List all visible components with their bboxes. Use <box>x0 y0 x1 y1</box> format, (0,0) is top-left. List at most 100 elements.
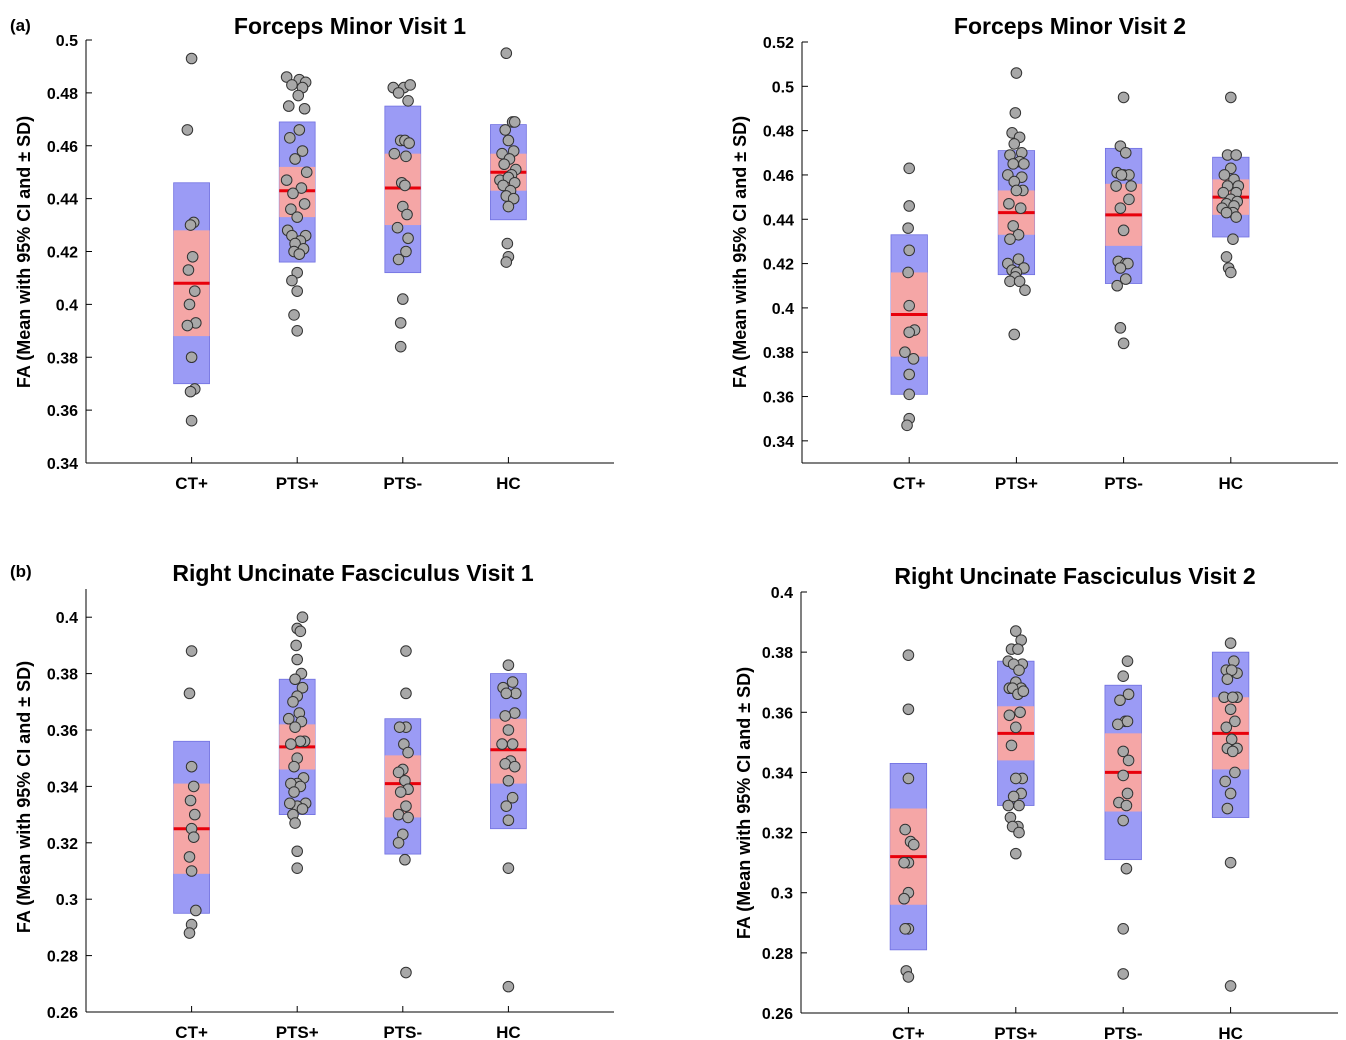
data-point <box>1010 67 1023 79</box>
data-point <box>289 721 301 733</box>
data-point <box>903 326 916 339</box>
data-point <box>499 124 512 136</box>
y-tick-label: 0.28 <box>47 949 78 966</box>
chart-title: Right Uncinate Fasciculus Visit 1 <box>172 560 533 586</box>
data-point <box>294 625 307 638</box>
data-point <box>285 738 297 750</box>
plot-area <box>890 67 1250 432</box>
data-point <box>1220 251 1233 263</box>
data-point <box>1010 184 1023 197</box>
x-tick-label: PTS- <box>383 474 422 493</box>
data-point <box>1122 754 1135 767</box>
data-point <box>388 147 401 160</box>
data-point <box>506 676 519 688</box>
y-tick-label: 0.38 <box>47 350 78 367</box>
data-point <box>282 712 295 725</box>
data-point <box>400 150 412 163</box>
data-point <box>502 814 515 827</box>
data-point <box>183 298 196 311</box>
y-tick-label: 0.26 <box>762 1006 793 1023</box>
data-point <box>291 325 304 337</box>
data-point <box>502 659 515 671</box>
data-point <box>394 786 407 798</box>
data-point <box>1224 856 1237 869</box>
data-point <box>1004 233 1016 246</box>
data-point <box>291 285 304 297</box>
panel-label-a: (a) <box>10 16 31 35</box>
data-point <box>185 52 198 65</box>
data-point <box>296 803 309 815</box>
data-point <box>296 145 309 157</box>
y-tick-label: 0.48 <box>763 124 794 141</box>
x-tick-label: PTS- <box>1104 1024 1143 1040</box>
data-point <box>185 760 198 773</box>
data-point <box>1019 284 1031 296</box>
x-tick-label: PTS+ <box>276 474 319 493</box>
data-point <box>1218 169 1231 181</box>
data-point <box>394 340 407 353</box>
data-point <box>185 645 198 657</box>
data-point <box>402 232 414 245</box>
data-point <box>1110 180 1122 192</box>
data-point <box>903 368 916 381</box>
data-point <box>508 707 521 719</box>
y-tick-label: 0.5 <box>772 79 794 96</box>
data-point <box>899 346 911 359</box>
group-hc <box>1212 91 1250 279</box>
data-point <box>298 102 311 115</box>
y-tick-label: 0.34 <box>47 456 78 473</box>
group-pts-neg <box>1104 91 1143 350</box>
data-point <box>902 649 915 661</box>
data-point <box>1117 224 1130 237</box>
data-point <box>1010 772 1022 785</box>
data-point <box>184 219 197 231</box>
data-point <box>290 639 302 652</box>
y-tick-label: 0.34 <box>47 779 78 796</box>
data-point <box>289 153 301 165</box>
data-point <box>187 831 200 843</box>
x-tick-label: HC <box>496 474 521 493</box>
data-point <box>903 244 916 257</box>
data-point <box>1229 766 1241 779</box>
data-point <box>1114 262 1127 274</box>
data-point <box>404 79 416 91</box>
data-point <box>296 611 309 624</box>
y-tick-label: 0.38 <box>763 345 794 362</box>
y-tick-label: 0.42 <box>47 245 78 262</box>
data-point <box>295 182 308 194</box>
data-point <box>400 687 412 700</box>
plot-area <box>889 625 1250 992</box>
data-point <box>1010 625 1022 637</box>
group-ct-negpos <box>889 649 928 983</box>
data-point <box>391 221 404 234</box>
data-point <box>392 808 405 821</box>
data-point <box>507 192 520 205</box>
data-point <box>294 735 307 748</box>
data-point <box>1121 655 1134 667</box>
data-point <box>1219 775 1232 788</box>
x-tick-label: CT+ <box>892 1024 925 1040</box>
data-point <box>402 95 414 107</box>
chart-right-uncinate-fasciculus-visit-2: Right Uncinate Fasciculus Visit 2 FA (Me… <box>734 563 1338 1040</box>
y-tick-label: 0.34 <box>762 765 793 782</box>
data-point <box>397 293 409 305</box>
data-point <box>1220 721 1233 734</box>
data-point <box>502 200 515 213</box>
data-point <box>902 772 915 785</box>
data-point <box>280 174 293 186</box>
x-tick-label: CT+ <box>893 474 926 493</box>
data-point <box>400 245 412 258</box>
data-point <box>1010 847 1022 860</box>
x-tick-label: PTS+ <box>994 1024 1037 1040</box>
data-point <box>289 817 301 829</box>
data-point <box>1014 706 1026 719</box>
data-point <box>502 862 515 874</box>
data-point <box>399 853 411 866</box>
data-point <box>401 208 413 221</box>
data-point <box>1221 802 1234 815</box>
data-point <box>1226 691 1239 704</box>
data-point <box>190 904 202 917</box>
y-tick-label: 0.36 <box>47 403 78 420</box>
data-point <box>402 811 414 824</box>
data-point <box>506 738 519 750</box>
